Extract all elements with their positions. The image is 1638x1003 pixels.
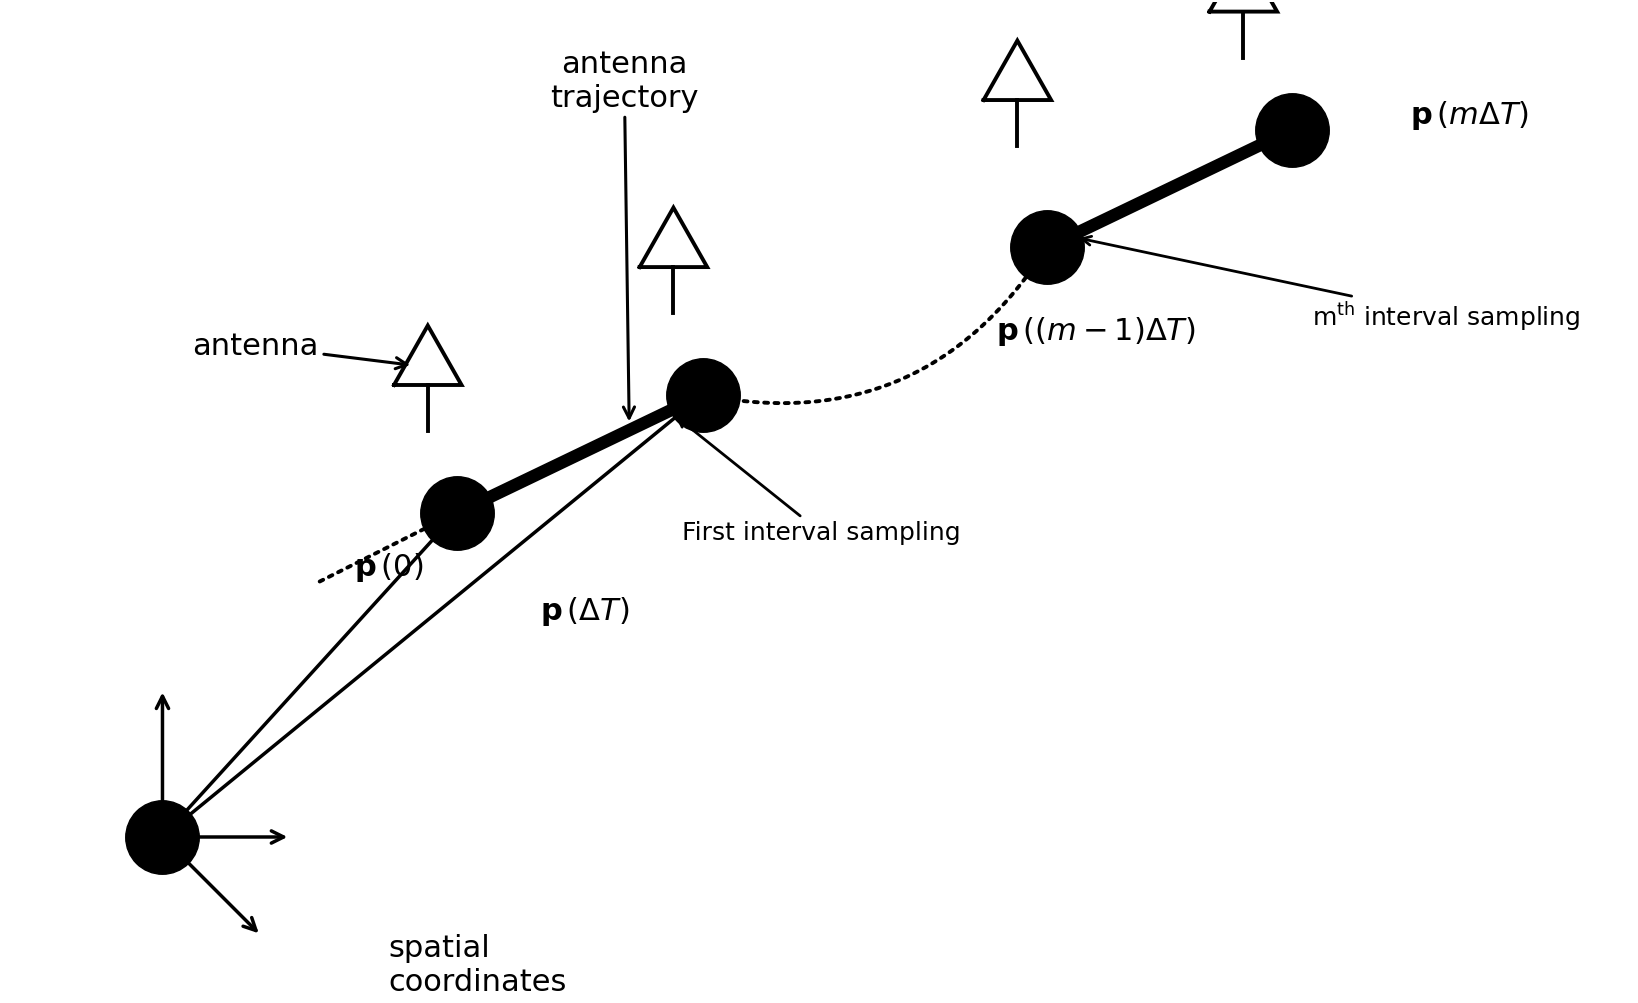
Text: First interval sampling: First interval sampling [678,418,960,545]
Text: $\mathbf{p}$$\,(\Delta T)$: $\mathbf{p}$$\,(\Delta T)$ [541,595,629,628]
Text: antenna: antenna [192,332,406,369]
Text: m$^{\rm th}$ interval sampling: m$^{\rm th}$ interval sampling [1083,237,1581,334]
Text: $\mathbf{p}$$\,(0)$: $\mathbf{p}$$\,(0)$ [354,551,423,584]
Point [1034,240,1060,256]
Text: $\mathbf{p}$$\,(m\Delta T)$: $\mathbf{p}$$\,(m\Delta T)$ [1410,99,1528,132]
Text: $\mathbf{p}$$\,((m-1)\Delta T)$: $\mathbf{p}$$\,((m-1)\Delta T)$ [996,315,1196,348]
Point [149,829,175,846]
Text: spatial
coordinates: spatial coordinates [388,934,567,996]
Text: antenna
trajectory: antenna trajectory [550,50,698,418]
Point [690,387,716,403]
Point [444,506,470,522]
Point [1279,122,1305,138]
